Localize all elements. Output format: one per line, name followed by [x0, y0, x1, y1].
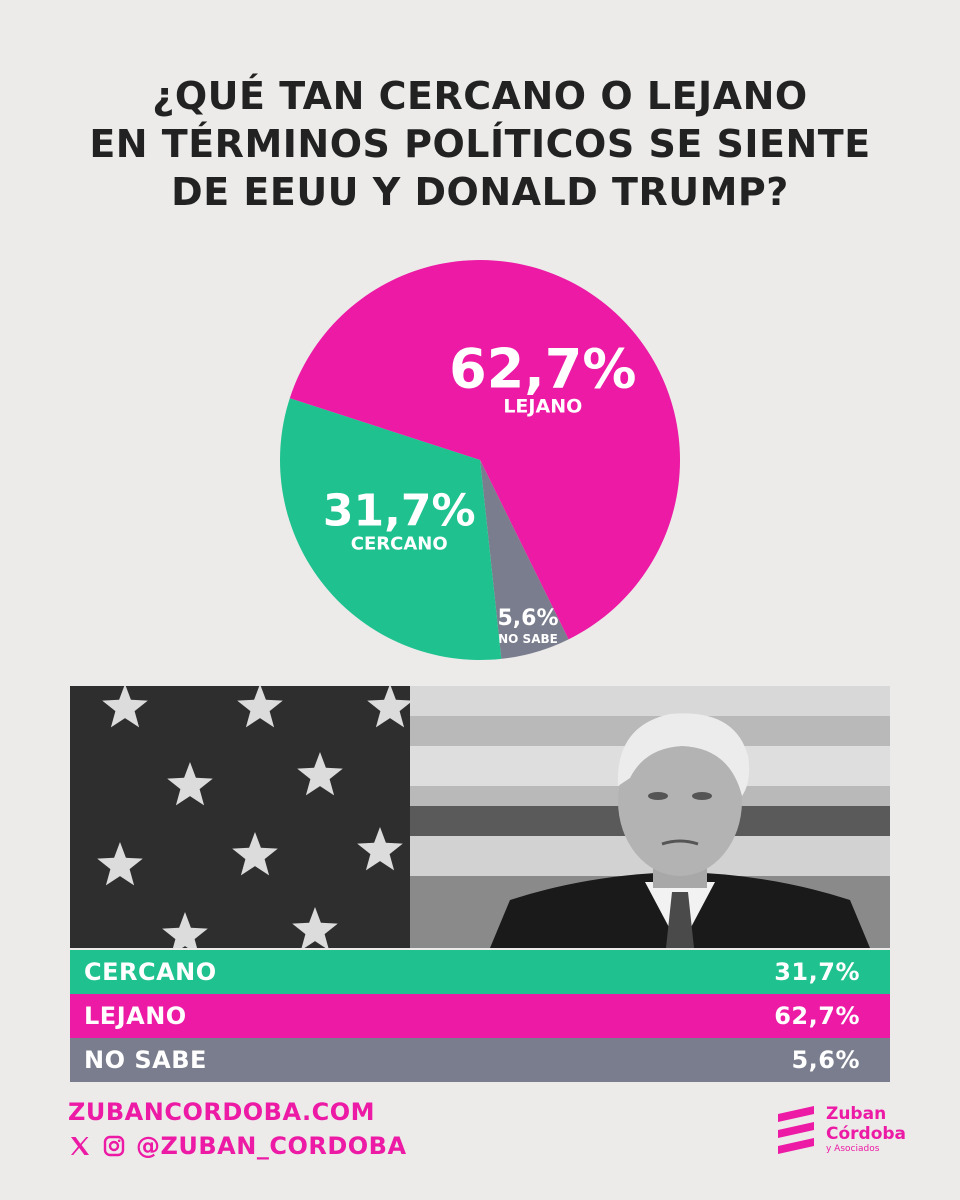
title-line: EN TÉRMINOS POLÍTICOS SE SIENTE: [89, 122, 871, 166]
social-handles: @ZUBAN_CORDOBA: [68, 1132, 407, 1160]
table-row: CERCANO 31,7%: [70, 950, 890, 994]
logo-line: y Asociados: [826, 1144, 880, 1154]
portrait-photo: [70, 686, 890, 948]
website-link[interactable]: ZUBANCORDOBA.COM: [68, 1098, 375, 1126]
pie-slice-no-sabe: [480, 460, 569, 659]
row-value: 62,7%: [774, 1002, 860, 1030]
pie-slice-cercano: [279, 398, 502, 660]
row-label: LEJANO: [84, 1002, 187, 1030]
flag-star: [367, 686, 413, 728]
logo-line: Córdoba: [826, 1124, 907, 1144]
slice-value-label: 31,7%: [323, 486, 476, 537]
flag-star: [162, 912, 208, 948]
flag-star: [357, 827, 403, 871]
logo-mark-icon: [778, 1106, 814, 1154]
footer: ZUBANCORDOBA.COM @ZUBAN_CORDOBA: [68, 1098, 407, 1160]
flag-star: [232, 832, 278, 876]
table-row: LEJANO 62,7%: [70, 994, 890, 1038]
instagram-icon[interactable]: [102, 1134, 126, 1158]
table-row: NO SABE 5,6%: [70, 1038, 890, 1082]
flag-star: [167, 762, 213, 806]
flag-star: [292, 907, 338, 948]
row-label: NO SABE: [84, 1046, 207, 1074]
title-line: ¿QUÉ TAN CERCANO O LEJANO: [152, 74, 808, 118]
flag-star: [102, 686, 148, 728]
brand-logo: Zuban Córdoba y Asociados: [774, 1104, 906, 1162]
slice-category-label: LEJANO: [503, 395, 582, 417]
logo-line: Zuban: [826, 1104, 887, 1124]
slice-label-group: 5,6%NO SABE: [497, 606, 558, 646]
row-value: 31,7%: [774, 958, 860, 986]
row-label: CERCANO: [84, 958, 217, 986]
chart-title: ¿QUÉ TAN CERCANO O LEJANO EN TÉRMINOS PO…: [80, 72, 880, 216]
x-icon[interactable]: [68, 1134, 92, 1158]
pie-slice-lejano: [289, 260, 680, 640]
flag-star: [237, 686, 283, 728]
title-line: DE EEUU Y DONALD TRUMP?: [171, 170, 789, 214]
slice-category-label: CERCANO: [351, 534, 448, 555]
slice-label-group: 31,7%CERCANO: [323, 486, 476, 555]
slice-label-group: 62,7%LEJANO: [449, 337, 636, 417]
row-value: 5,6%: [791, 1046, 860, 1074]
flag-star: [297, 752, 343, 796]
pie-chart: 62,7%LEJANO 5,6%NO SABE 31,7%CERCANO: [279, 260, 680, 660]
slice-value-label: 62,7%: [449, 337, 636, 400]
flag-star: [97, 842, 143, 886]
slice-value-label: 5,6%: [497, 606, 558, 631]
results-table: CERCANO 31,7% LEJANO 62,7% NO SABE 5,6%: [70, 950, 890, 1082]
slice-category-label: NO SABE: [498, 632, 558, 646]
social-handle[interactable]: @ZUBAN_CORDOBA: [136, 1132, 407, 1160]
